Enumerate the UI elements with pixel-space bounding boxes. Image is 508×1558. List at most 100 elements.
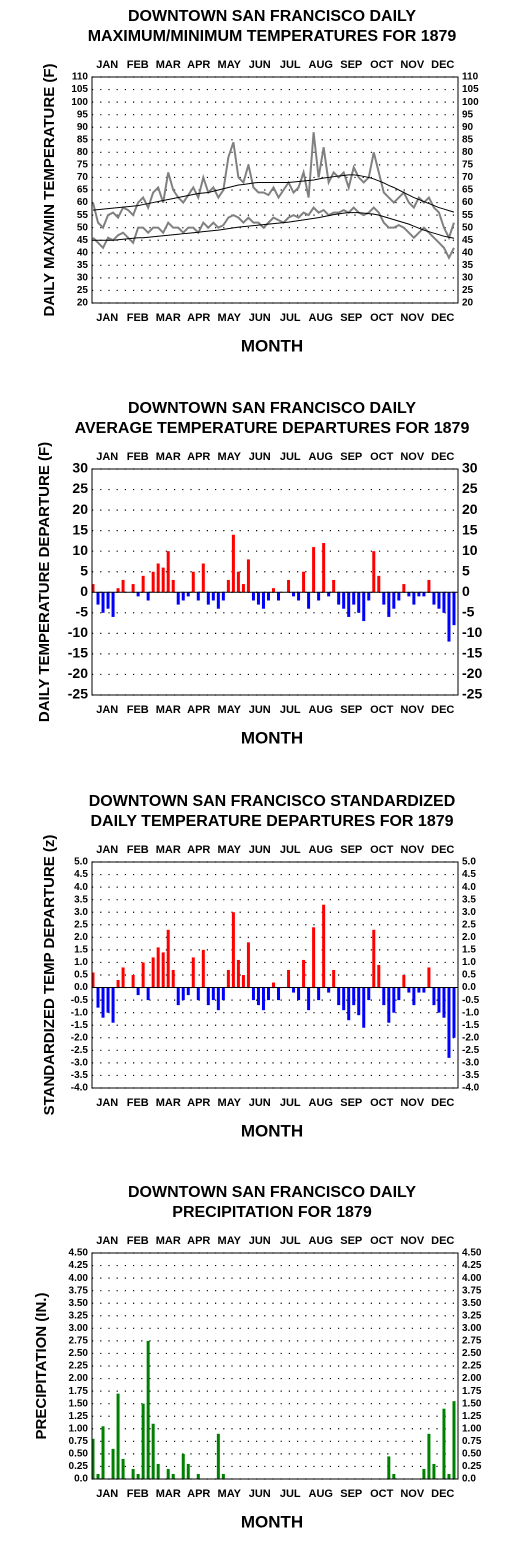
month-label: JUL	[280, 1488, 301, 1500]
y-tick-label: 3.75	[69, 1285, 89, 1296]
bar	[96, 1473, 100, 1479]
month-label: AUG	[309, 451, 333, 463]
y-tick-label: 75	[77, 160, 89, 171]
bar	[407, 987, 411, 993]
y-tick-label: 2.00	[462, 1373, 482, 1384]
month-label: OCT	[370, 704, 394, 716]
plot-frame	[91, 861, 459, 1089]
month-label: OCT	[370, 1488, 394, 1500]
month-label: JAN	[96, 451, 118, 463]
month-label: DEC	[431, 1488, 454, 1500]
y-tick-label: 0	[80, 583, 88, 599]
y-tick-label: 2.00	[69, 1373, 89, 1384]
bar	[292, 592, 296, 597]
bar	[327, 987, 331, 993]
y-tick-label: 1.25	[69, 1411, 89, 1422]
y-tick-label: 3.50	[69, 1298, 89, 1309]
y-tick-label: 1.00	[462, 1423, 482, 1434]
bar	[422, 592, 426, 597]
month-label: SEP	[340, 1488, 362, 1500]
bar	[156, 947, 160, 988]
y-tick-label: 30	[462, 460, 478, 476]
y-tick-label: -10	[68, 624, 88, 640]
bar	[292, 987, 296, 993]
y-tick-label: -15	[68, 645, 88, 661]
bar	[96, 987, 100, 1008]
y-tick-label: -5	[76, 604, 89, 620]
y-tick-label: 10	[462, 542, 478, 558]
bar	[101, 1426, 105, 1479]
month-label: JAN	[96, 312, 118, 324]
bar	[442, 1408, 446, 1479]
plot-frame	[91, 1252, 459, 1480]
month-label: JUN	[249, 1235, 271, 1247]
month-label: APR	[187, 1097, 210, 1109]
y-tick-label: 1.75	[69, 1386, 89, 1397]
y-tick-label: 2.5	[462, 919, 476, 930]
y-tick-label: 110	[462, 72, 479, 83]
bar	[372, 551, 376, 593]
bar	[96, 592, 100, 605]
month-label: AUG	[309, 704, 333, 716]
bar	[392, 592, 396, 609]
y-tick-label: 85	[77, 134, 89, 145]
y-axis-label: PRECIPITATION (IN.)	[33, 1293, 50, 1440]
y-tick-label: 0.75	[462, 1436, 482, 1447]
bar	[437, 592, 441, 609]
bar	[161, 567, 165, 593]
month-label: OCT	[370, 1235, 394, 1247]
y-tick-label: 0.5	[462, 970, 476, 981]
bar	[412, 987, 416, 1006]
bar	[367, 592, 371, 601]
y-tick-label: -20	[68, 665, 88, 681]
bar	[402, 975, 406, 988]
month-label: JUN	[249, 451, 271, 463]
y-tick-label: 25	[77, 285, 89, 296]
y-tick-label: 30	[77, 273, 89, 284]
y-tick-label: 15	[72, 521, 88, 537]
bar	[246, 559, 250, 593]
bar	[121, 1458, 125, 1479]
bar	[397, 592, 401, 601]
y-tick-label: 3.75	[462, 1285, 482, 1296]
bar	[131, 975, 135, 988]
bar	[307, 987, 311, 1011]
y-tick-label: 2.0	[462, 932, 476, 943]
y-tick-label: 55	[462, 210, 474, 221]
month-label: NOV	[400, 312, 425, 324]
month-label: MAR	[156, 59, 181, 71]
bar	[427, 967, 431, 988]
y-tick-label: 4.0	[462, 882, 476, 893]
y-tick-label: 0.50	[69, 1449, 89, 1460]
bar	[231, 912, 235, 988]
bar	[377, 964, 381, 988]
y-tick-label: 35	[462, 260, 474, 271]
y-tick-label: 0.0	[74, 1474, 88, 1485]
bar	[141, 962, 145, 988]
y-tick-label: 1.5	[74, 945, 88, 956]
y-tick-label: 0.0	[74, 982, 88, 993]
bar	[266, 987, 270, 1001]
y-tick-label: 60	[77, 197, 89, 208]
y-tick-label: 3.00	[462, 1323, 482, 1334]
y-tick-label: -3.0	[71, 1058, 89, 1069]
y-tick-label: 4.0	[74, 882, 88, 893]
bar	[211, 592, 215, 601]
x-axis-label: MONTH	[241, 336, 303, 355]
bar	[116, 1393, 120, 1479]
bar	[236, 571, 240, 593]
month-label: MAY	[218, 704, 242, 716]
y-tick-label: 20	[72, 501, 88, 517]
bar	[442, 987, 446, 1018]
bar	[231, 534, 235, 593]
bar	[146, 1340, 150, 1479]
y-tick-label: 4.00	[69, 1273, 89, 1284]
bar	[261, 592, 265, 609]
bar	[106, 592, 110, 609]
month-label: MAR	[156, 704, 181, 716]
y-tick-label: 4.50	[69, 1248, 89, 1259]
bar	[191, 571, 195, 593]
bar	[387, 592, 391, 617]
bar	[136, 592, 140, 597]
